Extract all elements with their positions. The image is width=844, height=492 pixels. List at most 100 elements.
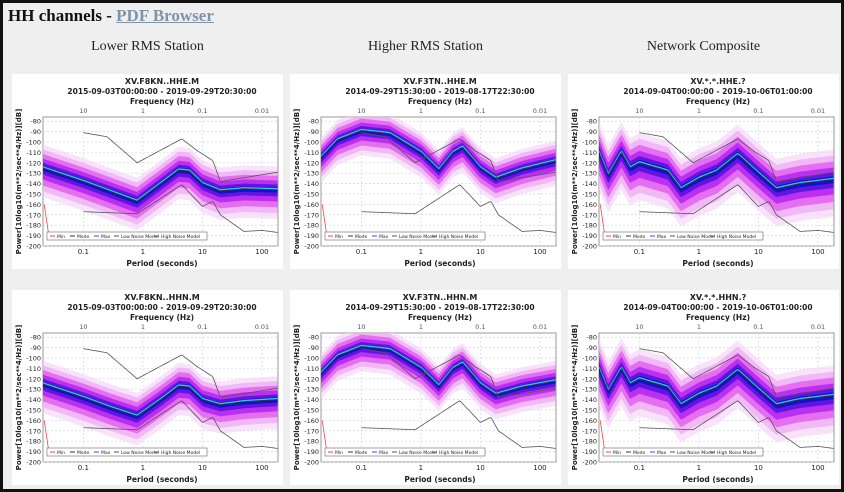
y-tick-label: -180 (26, 438, 41, 446)
pdf-density-band (321, 128, 556, 181)
high-noise-model-line (639, 348, 834, 398)
period-tick-label: 0.1 (356, 248, 367, 256)
mode-line (599, 367, 834, 406)
legend-label: Min (57, 234, 65, 240)
y-tick-label: -120 (26, 375, 41, 383)
y-tick-label: -160 (26, 417, 41, 425)
freq-tick-label: 0.01 (811, 107, 825, 115)
y-tick-label: -170 (26, 211, 41, 219)
legend-label: Min (613, 234, 621, 240)
period-tick-label: 100 (533, 464, 546, 472)
mode-highlight-line (599, 366, 834, 405)
y-tick-label: -170 (582, 211, 597, 219)
plot-content (43, 348, 278, 452)
psd-plot-panel[interactable]: XV.F3TN..HHE.M 2014-09-29T15:30:00 - 2019… (290, 74, 561, 269)
y-tick-label: -190 (582, 232, 597, 240)
column-header-network: Network Composite (646, 39, 761, 54)
legend-label: Min (57, 450, 65, 456)
y-tick-label: -130 (26, 170, 41, 178)
mode-highlight-line (321, 344, 556, 394)
y-tick-label: -160 (26, 201, 41, 209)
psd-plot: XV.*.*.HHN.?2014-09-04T00:00:00 - 2019-1… (571, 293, 835, 484)
freq-tick-label: 0.1 (753, 107, 763, 115)
plot-content (599, 338, 834, 452)
y-tick-label: -200 (582, 243, 597, 251)
period-axis-label: Period (seconds) (682, 475, 753, 484)
psd-plot: XV.*.*.HHE.?2014-09-04T00:00:00 - 2019-1… (571, 77, 835, 268)
legend-label: Mode (77, 234, 89, 240)
mode-line (321, 130, 556, 179)
mode-line (43, 383, 278, 417)
y-axis-label: Power[10log10(m**2/sec**4/Hz)][dB] (15, 109, 23, 255)
y-tick-label: -160 (582, 201, 597, 209)
y-tick-label: -160 (582, 417, 597, 425)
y-tick-label: -120 (582, 375, 597, 383)
y-tick-label: -100 (582, 354, 597, 362)
y-tick-label: -100 (582, 138, 597, 146)
freq-axis-label: Frequency (Hz) (130, 313, 194, 322)
period-tick-label: 10 (754, 248, 763, 256)
legend-label: Low Noise Model (399, 234, 437, 240)
freq-tick-label: 10 (357, 107, 365, 115)
y-tick-label: -90 (586, 128, 597, 136)
plot-date-range: 2015-09-03T00:00:00 - 2019-09-29T20:30:0… (67, 87, 256, 96)
mode-line (43, 167, 278, 202)
low-noise-model-line (639, 184, 834, 233)
plot-date-range: 2014-09-29T15:30:00 - 2019-08-17T22:30:0… (345, 87, 534, 96)
period-tick-label: 100 (811, 248, 824, 256)
y-tick-label: -120 (582, 159, 597, 167)
legend-label: Max (657, 234, 667, 240)
y-tick-label: -120 (304, 375, 319, 383)
period-tick-label: 1 (141, 248, 145, 256)
high-noise-model-line (83, 132, 278, 182)
y-tick-label: -90 (586, 344, 597, 352)
y-tick-label: -120 (26, 159, 41, 167)
pdf-browser-link[interactable]: PDF Browser (116, 6, 214, 25)
psd-plot-panel[interactable]: XV.*.*.HHN.? 2014-09-04T00:00:00 - 2019-1… (568, 290, 839, 485)
freq-tick-label: 0.01 (811, 323, 825, 331)
low-noise-model-line (83, 184, 278, 233)
period-tick-label: 1 (419, 248, 423, 256)
y-tick-label: -180 (582, 438, 597, 446)
y-tick-label: -80 (308, 118, 319, 126)
psd-plot-panel[interactable]: XV.*.*.HHE.? 2014-09-04T00:00:00 - 2019-1… (568, 74, 839, 269)
freq-tick-label: 0.01 (533, 107, 547, 115)
period-tick-label: 10 (476, 464, 485, 472)
legend-label: High Noise Model (161, 234, 200, 240)
freq-tick-label: 0.1 (475, 107, 485, 115)
y-tick-label: -140 (582, 396, 597, 404)
legend-label: Max (657, 450, 667, 456)
period-tick-label: 10 (198, 464, 207, 472)
legend-label: Mode (633, 450, 645, 456)
title-text: HH channels - (8, 6, 117, 25)
pdf-density-band (321, 344, 556, 397)
y-tick-label: -150 (304, 406, 319, 414)
psd-plot-panel[interactable]: XV.F3TN..HHN.M 2014-09-29T15:30:00 - 2019… (290, 290, 561, 485)
plot-date-range: 2014-09-04T00:00:00 - 2019-10-06T01:00:0… (623, 87, 812, 96)
y-tick-label: -170 (26, 427, 41, 435)
period-tick-label: 100 (533, 248, 546, 256)
column-header-higher-rms: Higher RMS Station (367, 39, 484, 54)
y-tick-label: -200 (26, 243, 41, 251)
psd-plot-panel[interactable]: XV.F8KN..HHN.M 2015-09-03T00:00:00 - 2019… (12, 290, 283, 485)
legend-box (324, 231, 486, 241)
period-tick-label: 1 (697, 248, 701, 256)
pdf-density-band (321, 126, 556, 184)
legend-box (324, 447, 486, 457)
legend-label: Max (101, 450, 111, 456)
freq-tick-label: 1 (141, 323, 145, 331)
freq-tick-label: 10 (357, 323, 365, 331)
y-tick-label: -200 (304, 459, 319, 467)
legend-label: Mode (355, 450, 367, 456)
y-tick-label: -90 (308, 128, 319, 136)
freq-tick-label: 0.01 (533, 323, 547, 331)
y-tick-label: -150 (26, 406, 41, 414)
period-tick-label: 0.1 (78, 464, 89, 472)
plot-legend: Min Mode Max Low Noise Model High Noise Mode… (324, 447, 486, 457)
psd-plot-panel[interactable]: XV.F8KN..HHE.M 2015-09-03T00:00:00 - 2019… (12, 74, 283, 269)
y-tick-label: -80 (30, 334, 41, 342)
plot-content (599, 122, 834, 236)
